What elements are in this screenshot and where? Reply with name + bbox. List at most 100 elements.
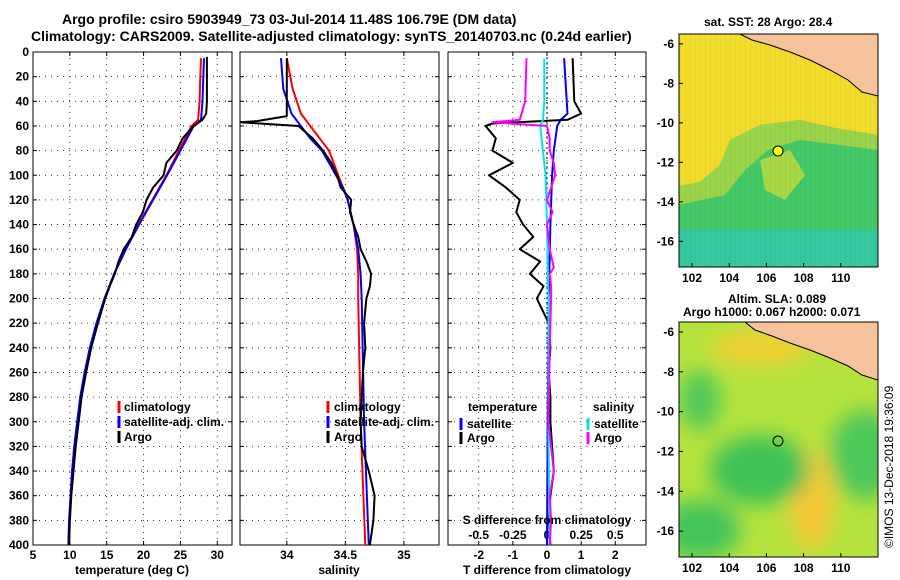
map-lat-tick-label: -16 xyxy=(657,524,675,538)
sla-map-title-1: Altim. SLA: 0.089 xyxy=(728,292,827,306)
sla-land-java xyxy=(679,322,878,380)
x-tick-label: 2 xyxy=(612,548,619,562)
sst-map-frame xyxy=(678,33,879,268)
map-lat-tick-label: -8 xyxy=(663,365,674,379)
legend-t-satellite-label: satellite xyxy=(467,417,512,431)
map-lat-tick-label: -14 xyxy=(657,195,675,209)
s-tick-label: -0.5 xyxy=(468,528,489,542)
difference-xlabel: T difference from climatology xyxy=(463,563,631,577)
map-lon-tick-label: 108 xyxy=(794,561,814,575)
y-tick-label: 180 xyxy=(9,267,29,281)
legend-s-argo-label: Argo xyxy=(594,431,622,445)
y-tick-label: 280 xyxy=(9,390,29,404)
salinity-xlabel: salinity xyxy=(318,563,360,577)
y-tick-label: 40 xyxy=(16,94,30,108)
x-tick-label: 35 xyxy=(397,548,411,562)
map-lon-tick-label: 104 xyxy=(719,271,739,285)
y-tick-label: 120 xyxy=(9,193,29,207)
map-lon-tick-label: 104 xyxy=(719,561,739,575)
temperature-panel-frame xyxy=(32,51,233,546)
legend-argo-label: Argo xyxy=(124,430,152,444)
temperature-xlabel: temperature (deg C) xyxy=(75,563,189,577)
difference-legend: temperature satellite Argo salinity sate… xyxy=(459,400,639,445)
series-line-climatology xyxy=(67,58,202,545)
legend-s-satellite-label: satellite xyxy=(594,417,639,431)
salinity-panel-frame xyxy=(239,51,440,546)
series-line-satellite-adj-clim- xyxy=(280,58,370,545)
legend-temperature-title: temperature xyxy=(468,400,538,414)
legend-salinity-title: salinity xyxy=(593,400,635,414)
y-tick-label: 200 xyxy=(9,292,29,306)
sla-map-frame xyxy=(678,321,879,558)
y-tick-label: 240 xyxy=(9,341,29,355)
x-tick-label: 25 xyxy=(174,548,188,562)
map-lon-tick-label: 102 xyxy=(682,561,702,575)
map-lat-tick-label: -12 xyxy=(657,155,675,169)
header-line1: Argo profile: csiro 5903949_73 03-Jul-20… xyxy=(62,11,517,27)
sst-argo-marker xyxy=(772,145,784,157)
legend-argo-label: Argo xyxy=(334,430,362,444)
y-tick-label: 220 xyxy=(9,316,29,330)
y-tick-label: 60 xyxy=(16,119,30,133)
y-tick-label: 400 xyxy=(9,538,29,552)
y-tick-label: 140 xyxy=(9,218,29,232)
series-group xyxy=(484,58,583,545)
s-tick-label: 0.25 xyxy=(569,528,593,542)
map-lat-tick-label: -14 xyxy=(657,484,675,498)
x-tick-label: 10 xyxy=(63,548,77,562)
sla-low-centre xyxy=(710,435,810,505)
x-tick-label: 34 xyxy=(280,548,294,562)
y-tick-label: 360 xyxy=(9,489,29,503)
difference-xlabel-top: S difference from climatology xyxy=(463,513,632,527)
sla-low-west xyxy=(680,370,720,430)
y-tick-label: 100 xyxy=(9,168,29,182)
y-tick-label: 380 xyxy=(9,513,29,527)
y-tick-label: 80 xyxy=(16,144,30,158)
series-line-argo xyxy=(68,56,208,545)
sla-map xyxy=(679,322,878,557)
x-tick-label: 34.5 xyxy=(334,548,358,562)
y-tick-label: 340 xyxy=(9,464,29,478)
series-group xyxy=(240,58,376,545)
map-lat-tick-label: -16 xyxy=(657,234,675,248)
y-tick-label: 20 xyxy=(16,70,30,84)
series-group xyxy=(67,56,208,545)
x-tick-label: 0 xyxy=(544,548,551,562)
map-lat-tick-label: -8 xyxy=(663,76,674,90)
map-lon-tick-label: 110 xyxy=(831,561,851,575)
series-line-satellite-adj-clim- xyxy=(67,58,205,545)
series-line-salinity-satellite xyxy=(539,58,551,545)
x-tick-label: -2 xyxy=(473,548,484,562)
sst-land-coast xyxy=(739,34,878,97)
series-line-temperature-argo xyxy=(484,58,583,545)
sla-argo-marker xyxy=(772,435,784,447)
y-tick-label: 260 xyxy=(9,365,29,379)
sla-low-sw xyxy=(679,500,740,557)
map-lat-tick-label: -10 xyxy=(657,116,675,130)
imos-credit: ©IMOS 13-Dec-2018 19:36:09 xyxy=(882,385,896,548)
legend-climatology-label: climatology xyxy=(124,400,191,414)
series-line-climatology xyxy=(285,58,367,545)
map-lon-tick-label: 106 xyxy=(756,561,776,575)
sla-low-east xyxy=(830,410,878,500)
map-lon-tick-label: 108 xyxy=(794,271,814,285)
s-tick-label: 0.5 xyxy=(607,528,624,542)
temperature-legend: climatology satellite-adj. clim. Argo xyxy=(117,400,224,444)
sla-land-coast xyxy=(744,322,878,381)
map-lon-tick-label: 110 xyxy=(831,271,851,285)
series-line-argo xyxy=(240,58,376,545)
x-tick-label: 30 xyxy=(211,548,225,562)
legend-satadj-label: satellite-adj. clim. xyxy=(124,415,224,429)
y-tick-label: 320 xyxy=(9,439,29,453)
x-tick-label: 15 xyxy=(100,548,114,562)
map-lat-tick-label: -12 xyxy=(657,444,675,458)
chart-marks: 5 10 15 20 25 3002040608010012014016018020022… xyxy=(9,37,851,575)
legend-satadj-label: satellite-adj. clim. xyxy=(334,415,434,429)
x-tick-label: 1 xyxy=(578,548,585,562)
series-line-salinity-argo xyxy=(491,58,557,545)
y-tick-label: 160 xyxy=(9,242,29,256)
s-tick-label: -0.25 xyxy=(499,528,527,542)
y-tick-label: 0 xyxy=(22,45,29,59)
sst-land-java xyxy=(679,34,878,96)
